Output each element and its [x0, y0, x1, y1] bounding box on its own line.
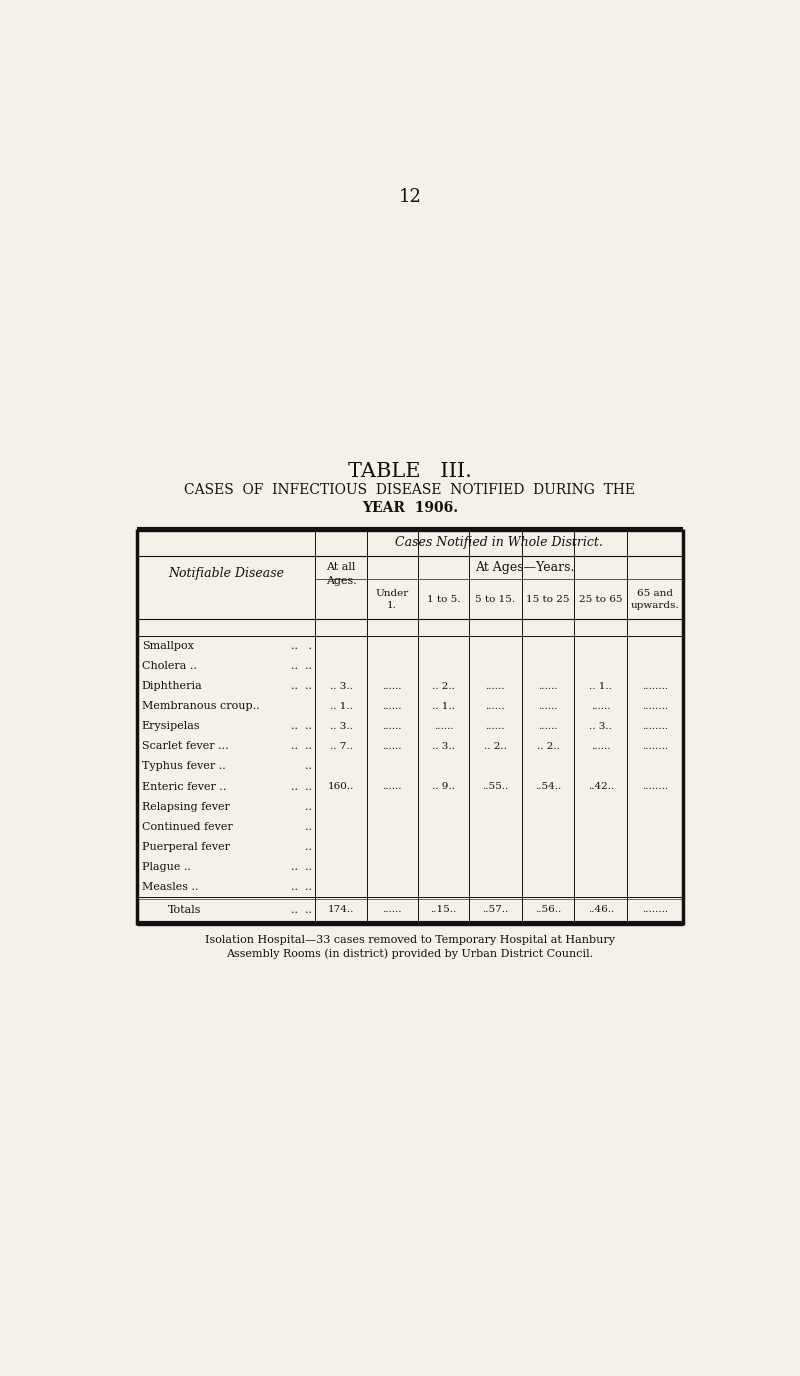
Text: .. 1..: .. 1.. — [590, 682, 612, 691]
Text: At Ages—Years.: At Ages—Years. — [475, 561, 574, 574]
Text: TABLE   III.: TABLE III. — [348, 462, 472, 482]
Text: .. 1..: .. 1.. — [432, 702, 454, 711]
Text: ......: ...... — [538, 702, 558, 711]
Text: ........: ........ — [642, 905, 668, 914]
Text: Erysipelas: Erysipelas — [142, 721, 201, 732]
Text: .. 3..: .. 3.. — [330, 722, 353, 731]
Text: ..54..: ..54.. — [535, 782, 561, 791]
Text: ..  ..: .. .. — [284, 742, 312, 751]
Text: Membranous croup..: Membranous croup.. — [142, 702, 259, 711]
Text: ..  ..: .. .. — [284, 721, 312, 732]
Text: Assembly Rooms (in district) provided by Urban District Council.: Assembly Rooms (in district) provided by… — [226, 948, 594, 959]
Text: ........: ........ — [642, 782, 668, 791]
Text: 12: 12 — [398, 189, 422, 206]
Text: ......: ...... — [382, 702, 402, 711]
Text: ..57..: ..57.. — [482, 905, 508, 914]
Text: Measles ..: Measles .. — [142, 882, 198, 892]
Text: ......: ...... — [591, 742, 610, 751]
Text: ..: .. — [298, 842, 312, 852]
Text: .. 2..: .. 2.. — [432, 682, 454, 691]
Text: CASES  OF  INFECTIOUS  DISEASE  NOTIFIED  DURING  THE: CASES OF INFECTIOUS DISEASE NOTIFIED DUR… — [185, 483, 635, 497]
Text: ......: ...... — [486, 702, 505, 711]
Text: ..  ..: .. .. — [284, 904, 312, 915]
Text: ......: ...... — [382, 722, 402, 731]
Text: ..: .. — [298, 802, 312, 812]
Text: ........: ........ — [642, 722, 668, 731]
Text: 160..: 160.. — [328, 782, 354, 791]
Text: ........: ........ — [642, 742, 668, 751]
Text: Typhus fever ..: Typhus fever .. — [142, 761, 226, 772]
Text: .. 9..: .. 9.. — [432, 782, 454, 791]
Text: ..  ..: .. .. — [284, 782, 312, 791]
Text: 15 to 25: 15 to 25 — [526, 594, 570, 604]
Text: .. 7..: .. 7.. — [330, 742, 353, 751]
Text: Smallpox: Smallpox — [142, 641, 194, 651]
Text: ..  ..: .. .. — [284, 882, 312, 892]
Text: ..46..: ..46.. — [587, 905, 614, 914]
Text: ..: .. — [298, 761, 312, 772]
Text: ..42..: ..42.. — [587, 782, 614, 791]
Text: Relapsing fever: Relapsing fever — [142, 802, 230, 812]
Text: ......: ...... — [538, 682, 558, 691]
Text: ........: ........ — [642, 702, 668, 711]
Text: .. 3..: .. 3.. — [330, 682, 353, 691]
Text: ......: ...... — [382, 905, 402, 914]
Text: ......: ...... — [538, 722, 558, 731]
Text: .. 3..: .. 3.. — [590, 722, 612, 731]
Text: 65 and
upwards.: 65 and upwards. — [630, 589, 679, 610]
Text: ......: ...... — [591, 702, 610, 711]
Text: 5 to 15.: 5 to 15. — [475, 594, 515, 604]
Text: ......: ...... — [486, 722, 505, 731]
Text: Cholera ..: Cholera .. — [142, 662, 197, 671]
Text: Isolation Hospital—33 cases removed to Temporary Hospital at Hanbury: Isolation Hospital—33 cases removed to T… — [205, 934, 615, 945]
Text: ..   .: .. . — [284, 641, 312, 651]
Text: ..15..: ..15.. — [430, 905, 457, 914]
Text: YEAR  1906.: YEAR 1906. — [362, 501, 458, 515]
Text: ......: ...... — [486, 682, 505, 691]
Text: .. 2..: .. 2.. — [537, 742, 559, 751]
Text: ......: ...... — [382, 682, 402, 691]
Text: ..: .. — [298, 821, 312, 831]
Text: Puerperal fever: Puerperal fever — [142, 842, 230, 852]
Text: 1 to 5.: 1 to 5. — [426, 594, 460, 604]
Text: Scarlet fever ...: Scarlet fever ... — [142, 742, 229, 751]
Text: Enteric fever ..: Enteric fever .. — [142, 782, 226, 791]
Text: ......: ...... — [434, 722, 453, 731]
Text: ......: ...... — [382, 742, 402, 751]
Text: 25 to 65: 25 to 65 — [579, 594, 622, 604]
Text: ..55..: ..55.. — [482, 782, 508, 791]
Text: Notifiable Disease: Notifiable Disease — [168, 567, 284, 581]
Text: Cases Notified in Whole District.: Cases Notified in Whole District. — [395, 535, 603, 549]
Text: Continued fever: Continued fever — [142, 821, 233, 831]
Text: At all
Ages.: At all Ages. — [326, 561, 357, 586]
Text: Totals: Totals — [168, 904, 202, 915]
Text: .. 1..: .. 1.. — [330, 702, 353, 711]
Text: ..56..: ..56.. — [535, 905, 561, 914]
Text: Plague ..: Plague .. — [142, 861, 190, 871]
Text: Diphtheria: Diphtheria — [142, 681, 202, 691]
Text: .. 3..: .. 3.. — [432, 742, 454, 751]
Text: ..  ..: .. .. — [284, 662, 312, 671]
Text: ......: ...... — [382, 782, 402, 791]
Text: ..  ..: .. .. — [284, 681, 312, 691]
Text: ..  ..: .. .. — [284, 861, 312, 871]
Text: 174..: 174.. — [328, 905, 354, 914]
Text: ........: ........ — [642, 682, 668, 691]
Text: .. 2..: .. 2.. — [484, 742, 506, 751]
Text: Under
1.: Under 1. — [375, 589, 409, 610]
